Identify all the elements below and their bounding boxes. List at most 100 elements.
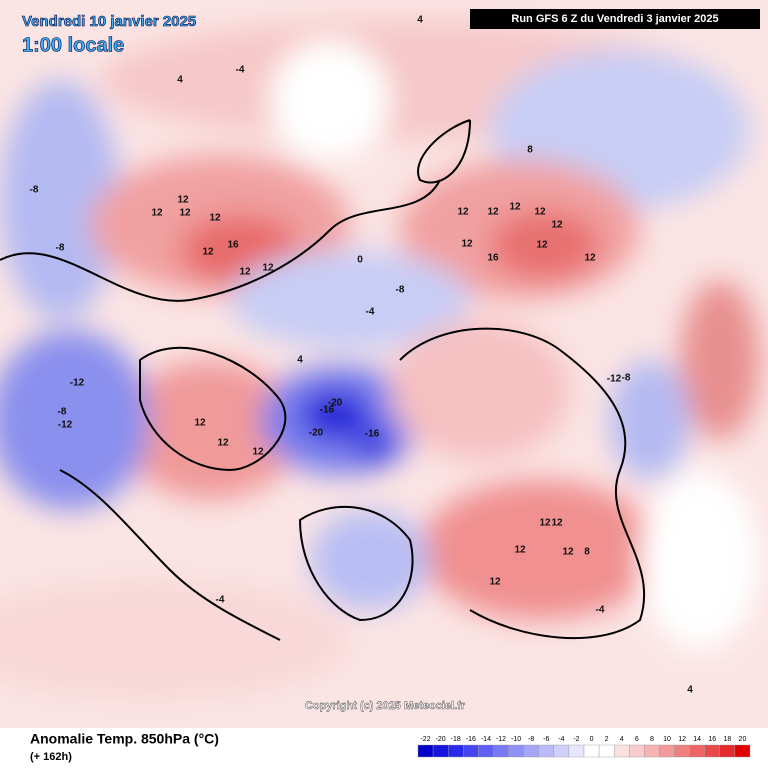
contour-label: 4: [297, 355, 303, 366]
contour-label: 8: [584, 547, 590, 558]
contour-label: 12: [514, 545, 526, 556]
legend-swatch: [538, 744, 555, 758]
contour-label: -20: [309, 428, 324, 439]
contour-label: -4: [366, 307, 375, 318]
legend-tick-label: -10: [511, 736, 521, 743]
legend-swatch: [704, 744, 721, 758]
legend-swatch: [734, 744, 751, 758]
contour-label: -4: [216, 595, 225, 606]
run-banner: [470, 9, 760, 29]
color-legend: -22 -20 -18 -16 -14 -12 -10 -8 -6 -4 -2 0 2 4 6 8 10 12 14…: [417, 736, 751, 758]
contour-label: 8: [527, 145, 533, 156]
contour-label: 12: [177, 195, 189, 206]
legend-swatch: [523, 744, 539, 758]
contour-label: -16: [365, 429, 380, 440]
legend-swatch: [719, 744, 736, 758]
contour-label: 16: [487, 253, 499, 264]
legend-swatch: [478, 744, 494, 758]
contour-label: -12: [58, 420, 73, 431]
legend-swatch: [463, 744, 479, 758]
contour-label: -8: [622, 373, 631, 384]
legend-tick-label: 20: [739, 736, 747, 743]
contour-label: 0: [357, 255, 363, 266]
contour-label: 4: [177, 75, 183, 86]
contour-label: 12: [534, 207, 546, 218]
contour-label: -12: [607, 374, 622, 385]
contour-label: 12: [539, 518, 551, 529]
footer-title: Anomalie Temp. 850hPa (°C): [30, 731, 219, 747]
legend-swatch: [644, 744, 660, 758]
contour-label: 16: [227, 240, 239, 251]
legend-swatch: [659, 744, 675, 758]
legend-swatch: [583, 744, 600, 758]
contour-label: -8: [58, 407, 67, 418]
contour-label: 4: [687, 685, 693, 696]
legend-tick-label: -2: [573, 736, 579, 743]
anomaly-field: [0, 20, 760, 700]
contour-label: -20: [328, 398, 343, 409]
contour-label: 12: [262, 263, 274, 274]
legend-tick-label: -8: [528, 736, 534, 743]
legend-swatch: [689, 744, 705, 758]
contour-label: 12: [202, 247, 214, 258]
contour-label: -12: [70, 378, 85, 389]
contour-label: 12: [194, 418, 206, 429]
contour-label: 12: [209, 213, 221, 224]
legend-tick-label: 16: [708, 736, 716, 743]
legend-swatch: [613, 744, 630, 758]
contour-label: 12: [217, 438, 229, 449]
legend-tick-label: 4: [620, 736, 624, 743]
legend-swatch: [553, 744, 570, 758]
legend-tick-label: -22: [420, 736, 430, 743]
lead-time: (+ 162h): [30, 751, 72, 763]
contour-label: -8: [396, 285, 405, 296]
contour-label: 12: [151, 208, 163, 219]
legend-swatch: [432, 744, 449, 758]
contour-label: -8: [56, 243, 65, 254]
legend-tick-label: 8: [650, 736, 654, 743]
legend-tick-label: 12: [678, 736, 686, 743]
contour-label: 12: [551, 518, 563, 529]
legend-swatch: [493, 744, 509, 758]
legend-swatch: [447, 744, 464, 758]
contour-label: 12: [179, 208, 191, 219]
contour-label: 12: [562, 547, 574, 558]
legend-swatch: [417, 744, 434, 758]
legend-tick-label: -6: [543, 736, 549, 743]
legend-tick-label: -18: [451, 736, 461, 743]
contour-label: 12: [457, 207, 469, 218]
legend-tick-label: 0: [590, 736, 594, 743]
legend-swatch: [674, 744, 690, 758]
contour-label: 12: [536, 240, 548, 251]
legend-tick-label: -20: [436, 736, 446, 743]
contour-label: 12: [551, 220, 563, 231]
contour-label: 12: [487, 207, 499, 218]
contour-label: 12: [509, 202, 521, 213]
local-time: 1:00 locale: [22, 34, 124, 56]
copyright: Copyright (c) 2025 Meteociel.fr: [305, 700, 466, 712]
legend-tick-label: 10: [663, 736, 671, 743]
legend-tick-label: -4: [558, 736, 564, 743]
legend-tick-label: -16: [466, 736, 476, 743]
legend-swatch: [568, 744, 585, 758]
contour-label: -4: [236, 65, 245, 76]
legend-tick-label: -14: [481, 736, 491, 743]
legend-tick-label: 6: [635, 736, 639, 743]
contour-label: 12: [239, 267, 251, 278]
contour-label: -8: [30, 185, 39, 196]
contour-label: 4: [417, 15, 423, 26]
legend-tick-label: -12: [496, 736, 506, 743]
legend-swatch: [629, 744, 645, 758]
contour-label: 12: [461, 239, 473, 250]
contour-label: 12: [252, 447, 264, 458]
contour-label: 12: [584, 253, 596, 264]
contour-label: 12: [489, 577, 501, 588]
contour-label: -16: [320, 405, 335, 416]
valid-date: Vendredi 10 janvier 2025: [22, 13, 196, 30]
coastlines: [0, 119, 646, 641]
legend-tick-label: 2: [605, 736, 609, 743]
contour-label: -4: [596, 605, 605, 616]
